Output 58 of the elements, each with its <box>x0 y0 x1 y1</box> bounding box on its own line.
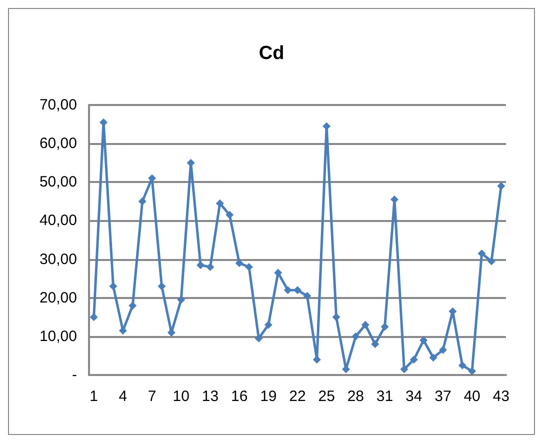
point <box>410 356 418 364</box>
point <box>478 250 486 258</box>
x-tick-label: 43 <box>492 388 510 405</box>
point <box>497 182 506 190</box>
point <box>138 197 146 206</box>
point <box>264 320 272 329</box>
x-tick-label: 19 <box>260 388 277 405</box>
x-tick-label: 10 <box>172 388 190 405</box>
point <box>312 356 321 364</box>
point <box>438 346 447 354</box>
point <box>400 365 408 374</box>
point <box>128 302 137 310</box>
y-tick-label: 30,00 <box>39 250 77 268</box>
x-tick-label: 31 <box>376 388 394 405</box>
point <box>390 196 398 204</box>
y-tick-label: 40,00 <box>39 212 77 230</box>
y-tick-label: 10,00 <box>39 328 77 345</box>
point <box>109 282 118 290</box>
point <box>90 313 98 322</box>
point <box>332 313 340 322</box>
point <box>206 263 214 271</box>
point <box>100 118 108 126</box>
point <box>245 263 254 271</box>
x-tick-label: 16 <box>230 388 248 405</box>
x-tick-label: 37 <box>434 388 452 405</box>
x-tick-label: 25 <box>318 388 335 405</box>
point <box>284 286 292 294</box>
point <box>352 332 360 340</box>
x-tick-label: 22 <box>289 388 306 405</box>
point <box>303 292 312 300</box>
x-tick-label: 34 <box>406 388 422 405</box>
x-tick-label: 7 <box>148 388 156 405</box>
point <box>420 336 428 344</box>
point <box>361 320 370 329</box>
y-tick-label: 70,00 <box>39 96 77 114</box>
point <box>158 282 166 290</box>
point <box>177 296 186 304</box>
x-tick-label: 28 <box>347 388 364 405</box>
y-tick-label: 20,00 <box>39 289 77 306</box>
point <box>216 199 224 208</box>
point <box>235 259 244 268</box>
y-tick-label: 60,00 <box>39 135 77 152</box>
x-tick-label: 1 <box>90 388 98 405</box>
point <box>380 322 389 331</box>
point <box>429 354 438 362</box>
y-tick-label: - <box>72 366 77 384</box>
point <box>226 210 234 219</box>
point <box>487 257 496 266</box>
point <box>371 340 380 348</box>
y-tick-label: 50,00 <box>39 174 77 191</box>
point <box>196 261 205 270</box>
x-tick-label: 13 <box>202 388 219 405</box>
x-tick-label: 40 <box>464 388 480 405</box>
point <box>458 361 466 370</box>
point <box>468 367 476 376</box>
x-tick-label: 4 <box>118 388 128 405</box>
point <box>294 286 302 294</box>
chart-title: Cd <box>258 43 284 64</box>
